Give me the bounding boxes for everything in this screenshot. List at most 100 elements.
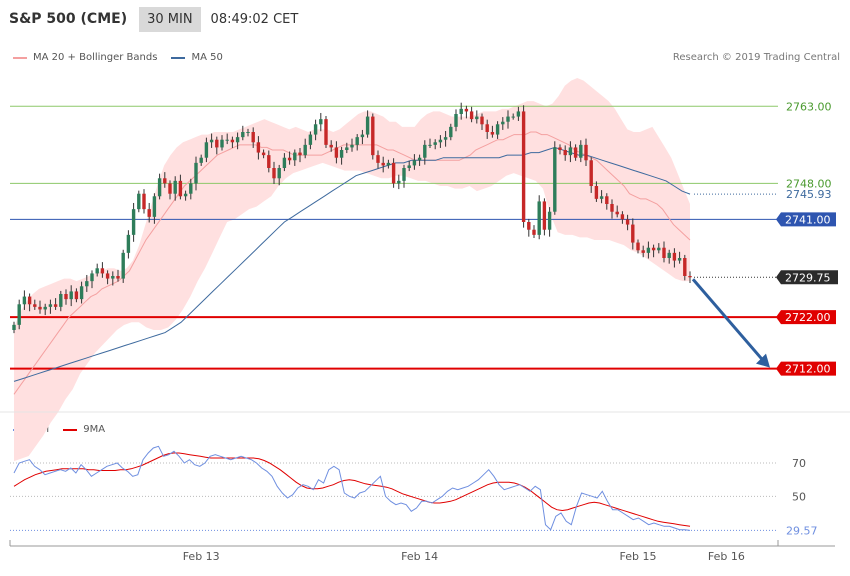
candles-layer (12, 102, 692, 334)
candle-body-104 (553, 147, 557, 212)
candle-body-105 (558, 147, 562, 150)
candle-body-51 (277, 168, 281, 179)
candle-body-111 (589, 160, 593, 186)
candle-67 (360, 129, 365, 145)
rsi-ma-legend-swatch (63, 428, 78, 431)
candle-56 (303, 138, 307, 159)
candle-6 (43, 303, 47, 316)
candle-body-125 (662, 247, 666, 258)
candle-90 (480, 113, 484, 130)
candle-78 (417, 154, 422, 166)
last-price-label-box (776, 270, 838, 285)
candle-32 (178, 174, 183, 200)
candle-body-47 (256, 142, 261, 153)
candle-19 (111, 271, 115, 286)
candle-body-31 (173, 180, 177, 194)
price-labels-layer: 2763.00 2748.00 2741.00 2722.00 2712.00 2745.… (776, 100, 838, 376)
candle-body-57 (308, 134, 313, 145)
candle-body-79 (423, 144, 427, 158)
candle-body-0 (12, 324, 16, 330)
candle-body-95 (506, 116, 510, 122)
rsi-panel: 70 50 29.57 (0, 411, 850, 537)
last-price-label-text: 2729.75 (785, 271, 831, 284)
candle-body-33 (183, 193, 188, 197)
candle-17 (100, 262, 105, 278)
candle-body-58 (313, 124, 318, 135)
candle-body-35 (194, 162, 198, 184)
candle-body-80 (428, 144, 432, 146)
candle-body-107 (568, 147, 573, 156)
candle-92 (490, 125, 495, 138)
candle-body-92 (490, 132, 495, 135)
candle-body-87 (464, 108, 469, 112)
candle-8 (53, 298, 58, 310)
candle-body-108 (573, 147, 578, 158)
candle-44 (241, 125, 245, 141)
candle-body-68 (365, 116, 370, 135)
candle-body-1 (17, 304, 21, 325)
candle-103 (547, 207, 552, 237)
candle-124 (657, 243, 661, 254)
candle-body-115 (610, 204, 614, 212)
candle-body-78 (417, 157, 422, 161)
candle-body-128 (677, 258, 682, 261)
rsi-ma-line (13, 452, 691, 527)
candle-58 (313, 119, 318, 141)
candle-body-17 (100, 268, 105, 274)
candle-33 (183, 190, 188, 201)
candle-body-45 (246, 132, 250, 133)
candle-body-18 (105, 273, 110, 279)
candle-body-39 (215, 139, 219, 148)
candle-0 (12, 321, 16, 334)
candle-body-4 (33, 304, 37, 307)
candle-18 (105, 270, 110, 285)
candle-body-22 (126, 234, 131, 253)
candle-body-126 (667, 252, 671, 258)
candle-70 (376, 150, 380, 169)
candle-body-61 (329, 144, 333, 148)
candle-42 (230, 136, 235, 148)
candle-48 (261, 149, 266, 159)
candle-body-37 (204, 142, 209, 158)
copyright-text: Research © 2019 Trading Central (672, 52, 840, 63)
candle-122 (646, 241, 651, 259)
candle-body-76 (407, 165, 411, 168)
candle-body-26 (147, 209, 151, 217)
candle-69 (371, 113, 375, 160)
candle-79 (423, 140, 427, 165)
candle-115 (610, 199, 614, 219)
candle-87 (464, 105, 469, 119)
candle-108 (573, 144, 578, 161)
candle-7 (48, 299, 53, 314)
x-tick-label-0: Feb 13 (183, 550, 220, 563)
candle-body-84 (449, 126, 453, 138)
candle-body-12 (74, 291, 79, 300)
candle-body-101 (537, 201, 541, 235)
level-label-4-text: 2712.00 (785, 363, 831, 376)
candle-body-130 (688, 276, 692, 278)
candle-body-24 (137, 193, 141, 210)
candle-83 (443, 130, 448, 147)
candle-body-11 (69, 291, 73, 300)
candle-38 (209, 133, 214, 148)
candle-71 (381, 156, 385, 173)
candle-body-59 (319, 119, 323, 125)
candle-body-25 (142, 193, 146, 210)
candle-118 (625, 214, 630, 231)
candle-73 (391, 158, 396, 188)
candle-75 (402, 164, 406, 188)
candle-50 (272, 161, 276, 184)
candle-28 (157, 173, 162, 200)
timestamp: 08:49:02 CET (210, 11, 299, 27)
candle-97 (516, 106, 521, 121)
candle-body-72 (386, 162, 391, 166)
timeframe-button[interactable]: 30 MIN (139, 6, 201, 32)
candle-body-14 (85, 281, 89, 287)
candle-57 (308, 131, 313, 150)
candle-76 (407, 160, 411, 172)
candle-body-5 (38, 306, 42, 310)
candle-20 (116, 269, 120, 282)
candle-body-54 (293, 152, 297, 161)
candle-body-36 (199, 157, 203, 163)
